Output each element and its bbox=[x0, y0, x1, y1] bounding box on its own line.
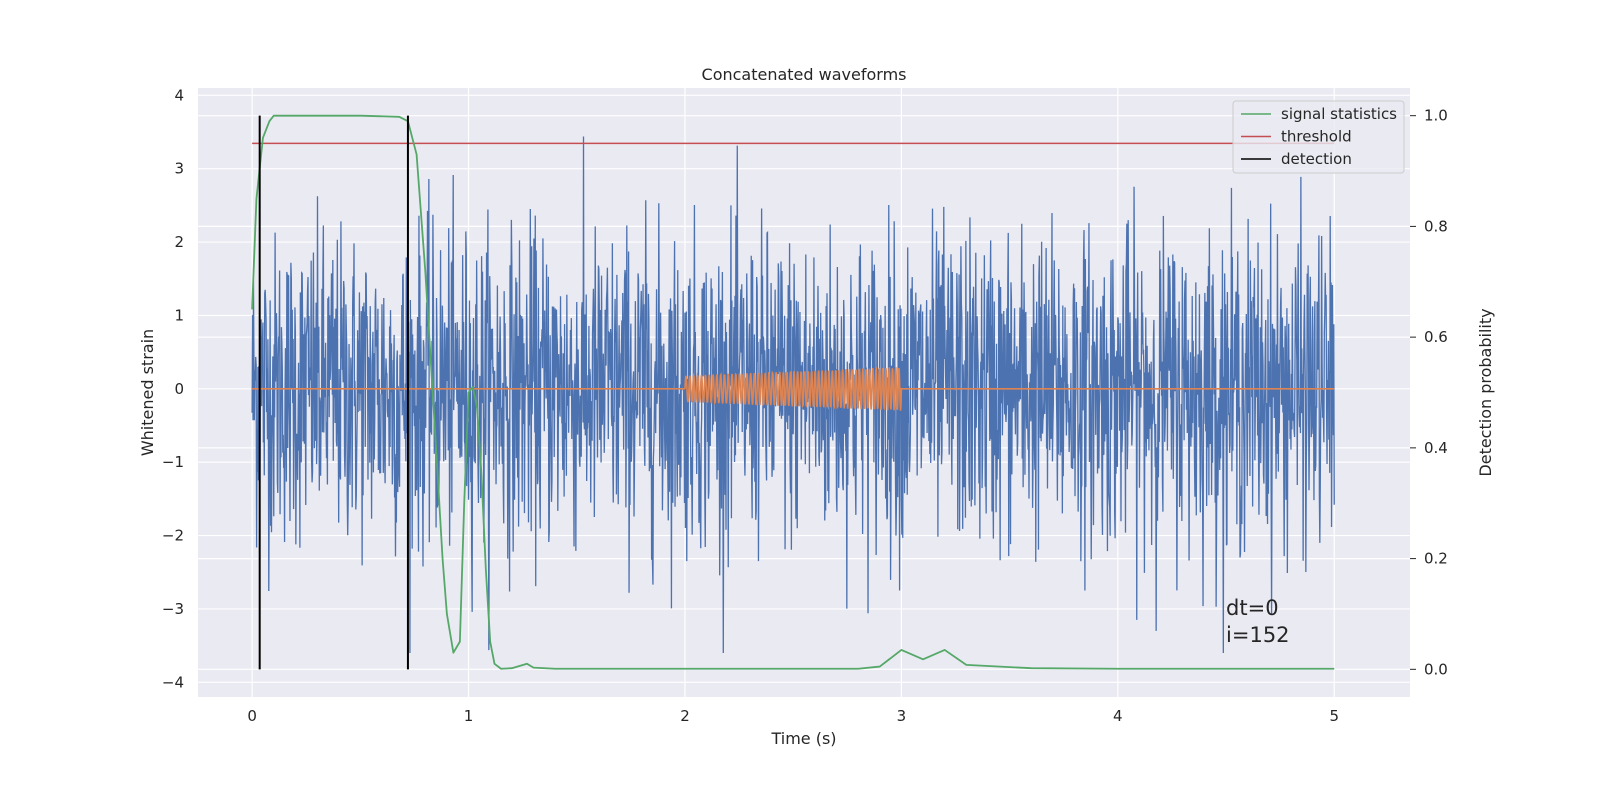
y-left-tick-label: 3 bbox=[174, 160, 184, 178]
series-signal-statistics bbox=[251, 114, 1335, 670]
chart-title: Concatenated waveforms bbox=[702, 65, 907, 84]
legend-box bbox=[1232, 100, 1405, 174]
y-left-tick-label: 1 bbox=[174, 306, 184, 324]
axes: 0 1 2 3 4 5 −4 −3 −2 −1 0 1 2 3 4 0.0 0.2 0.4 0.6 0.8 1.0 bbox=[162, 86, 1448, 725]
y-right-tick-label: 0.0 bbox=[1424, 660, 1448, 678]
y-right-tick-label: 0.4 bbox=[1424, 439, 1448, 457]
y-left-tick-label: 0 bbox=[174, 380, 184, 398]
y-right-tick-label: 0.8 bbox=[1424, 217, 1448, 235]
y-axis-left-title: Whitened strain bbox=[138, 329, 157, 456]
x-tick-label: 5 bbox=[1329, 707, 1339, 725]
legend-label-threshold: threshold bbox=[1281, 128, 1352, 146]
annotation-index: i=152 bbox=[1226, 623, 1290, 647]
legend-label-detection: detection bbox=[1281, 150, 1352, 168]
annotation-dt: dt=0 bbox=[1226, 596, 1279, 620]
y-right-tick-label: 0.2 bbox=[1424, 550, 1448, 568]
legend: signal statistics threshold detection bbox=[1232, 100, 1405, 174]
y-left-tick-label: −4 bbox=[162, 673, 184, 691]
x-tick-label: 4 bbox=[1113, 707, 1123, 725]
x-tick-label: 1 bbox=[464, 707, 474, 725]
data-layer bbox=[251, 114, 1335, 670]
y-axis-right-title: Detection probability bbox=[1476, 308, 1495, 476]
y-right-tick-label: 0.6 bbox=[1424, 328, 1448, 346]
y-right-tick-label: 1.0 bbox=[1424, 107, 1448, 125]
series-injected-waveform bbox=[252, 366, 1335, 412]
y-left-tick-label: −3 bbox=[162, 600, 184, 618]
x-axis-title: Time (s) bbox=[770, 729, 836, 748]
y-left-tick-label: 4 bbox=[174, 86, 184, 104]
legend-label-signal-statistics: signal statistics bbox=[1281, 105, 1397, 123]
x-tick-label: 2 bbox=[680, 707, 690, 725]
y-left-tick-label: 2 bbox=[174, 233, 184, 251]
x-tick-label: 3 bbox=[897, 707, 907, 725]
y-left-tick-label: −1 bbox=[162, 453, 184, 471]
y-left-tick-label: −2 bbox=[162, 527, 184, 545]
x-tick-label: 0 bbox=[247, 707, 257, 725]
